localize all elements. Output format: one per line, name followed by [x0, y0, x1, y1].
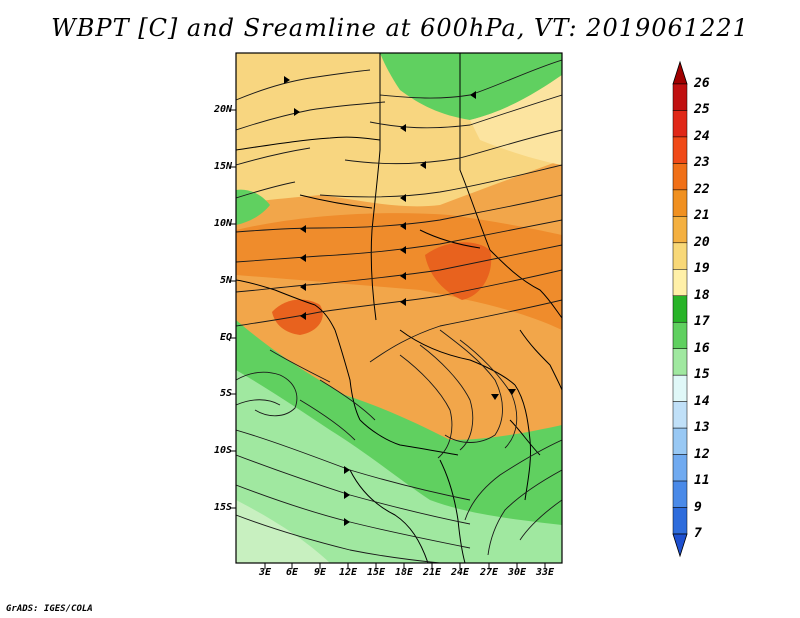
colorbar-label-24: 24 [694, 128, 710, 144]
lon-label-18e: 18E [394, 567, 414, 578]
colorbar-label-21: 21 [694, 208, 710, 224]
lon-label-12e: 12E [338, 567, 358, 578]
colorbar-label-20: 20 [694, 234, 710, 250]
colorbar-segment [672, 242, 688, 270]
lon-ticks [264, 563, 546, 569]
north-green-zone [380, 53, 562, 120]
colorbar-label-18: 18 [694, 287, 710, 303]
central-orange-zone [236, 213, 562, 330]
lon-label-27e: 27E [479, 567, 499, 578]
lon-label-15e: 15E [366, 567, 386, 578]
lat-label-eq: EQ [219, 332, 232, 343]
colorbar-label-22: 22 [694, 181, 710, 197]
lon-label-6e: 6E [285, 567, 299, 578]
colorbar-segment [672, 269, 688, 297]
country-borders [236, 53, 562, 563]
colorbar-bottom-arrow [672, 533, 688, 558]
colorbar-segment [672, 348, 688, 376]
colorbar-label-17: 17 [694, 314, 710, 330]
lat-label-5s: 5S [219, 388, 232, 399]
lon-label-21e: 21E [422, 567, 442, 578]
northeast-pale-zone [470, 75, 562, 165]
colorbar-segment [672, 427, 688, 455]
lat-label-20n: 20N [213, 104, 232, 115]
colorbar-label-16: 16 [694, 340, 710, 356]
colorbar-top-arrow [672, 60, 688, 85]
colorbar-label-19: 19 [694, 261, 710, 277]
colorbar-segment [672, 216, 688, 244]
map-frame [235, 52, 563, 564]
colorbar-label-13: 13 [694, 420, 710, 436]
hot-spot-east [425, 242, 492, 300]
map-title: WBPT [C] and Sreamline at 600hPa, VT: 20… [51, 14, 749, 42]
colorbar-label-15: 15 [694, 367, 710, 383]
streamlines [236, 59, 562, 563]
colorbar-segment [672, 163, 688, 191]
wbpt-shading [236, 53, 562, 563]
colorbar-label-14: 14 [694, 393, 710, 409]
colorbar-label-11: 11 [694, 473, 710, 489]
colorbar-segment [672, 374, 688, 402]
colorbar-label-7: 7 [694, 526, 702, 541]
colorbar-segment [672, 507, 688, 535]
west-green-zone [236, 189, 270, 225]
colorbar-segment [672, 321, 688, 349]
lon-label-30e: 30E [507, 567, 527, 578]
colorbar-label-9: 9 [694, 499, 702, 515]
lat-ticks [230, 109, 236, 509]
grads-credit: GrADS: IGES/COLA [6, 604, 93, 614]
lon-label-24e: 24E [450, 567, 470, 578]
lon-label-3e: 3E [258, 567, 272, 578]
colorbar-segment [672, 401, 688, 429]
colorbar-segment [672, 295, 688, 323]
colorbar-segment [672, 110, 688, 138]
colorbar-label-12: 12 [694, 446, 710, 462]
lat-label-10n: 10N [213, 218, 232, 229]
colorbar-segment [672, 136, 688, 164]
colorbar-label-23: 23 [694, 155, 710, 171]
lat-label-10s: 10S [213, 445, 232, 456]
colorbar-label-25: 25 [694, 102, 710, 118]
streamline-arrows [284, 76, 516, 526]
colorbar-label-26: 26 [694, 76, 710, 91]
hot-spot-west [272, 299, 323, 335]
lat-label-5n: 5N [219, 275, 232, 286]
colorbar-segment [672, 480, 688, 508]
south-light-green-zone [236, 370, 562, 563]
colorbar-segment [672, 189, 688, 217]
lon-label-9e: 9E [313, 567, 327, 578]
colorbar [672, 60, 688, 558]
lat-label-15n: 15N [213, 161, 232, 172]
lat-label-15s: 15S [213, 502, 232, 513]
colorbar-segment [672, 454, 688, 482]
colorbar-segment [672, 83, 688, 111]
lon-label-33e: 33E [535, 567, 555, 578]
